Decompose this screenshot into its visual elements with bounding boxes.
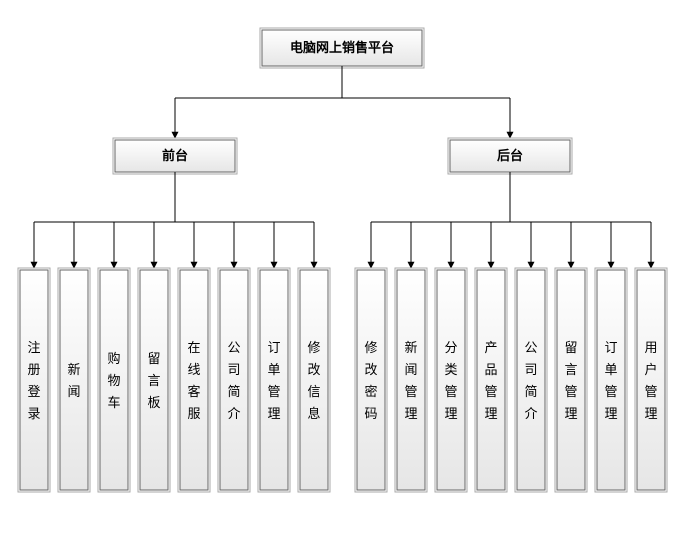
leaf-node: [437, 270, 465, 490]
leaf-node: [220, 270, 248, 490]
leaf-node: [477, 270, 505, 490]
leaf-node: [557, 270, 585, 490]
org-chart: 电脑网上销售平台前台后台注册登录新闻购物车留言板在线客服公司简介订单管理修改信息…: [0, 0, 688, 541]
mid-label: 后台: [497, 148, 523, 163]
root-label: 电脑网上销售平台: [290, 40, 394, 55]
leaf-node: [180, 270, 208, 490]
leaf-node: [637, 270, 665, 490]
leaf-node: [597, 270, 625, 490]
leaf-node: [60, 270, 88, 490]
leaf-node: [300, 270, 328, 490]
leaf-node: [260, 270, 288, 490]
mid-label: 前台: [162, 148, 188, 163]
leaf-node: [397, 270, 425, 490]
leaf-label: 留言板: [147, 351, 160, 410]
leaf-node: [357, 270, 385, 490]
leaf-label: 购物车: [107, 351, 120, 410]
leaf-node: [20, 270, 48, 490]
leaf-node: [517, 270, 545, 490]
